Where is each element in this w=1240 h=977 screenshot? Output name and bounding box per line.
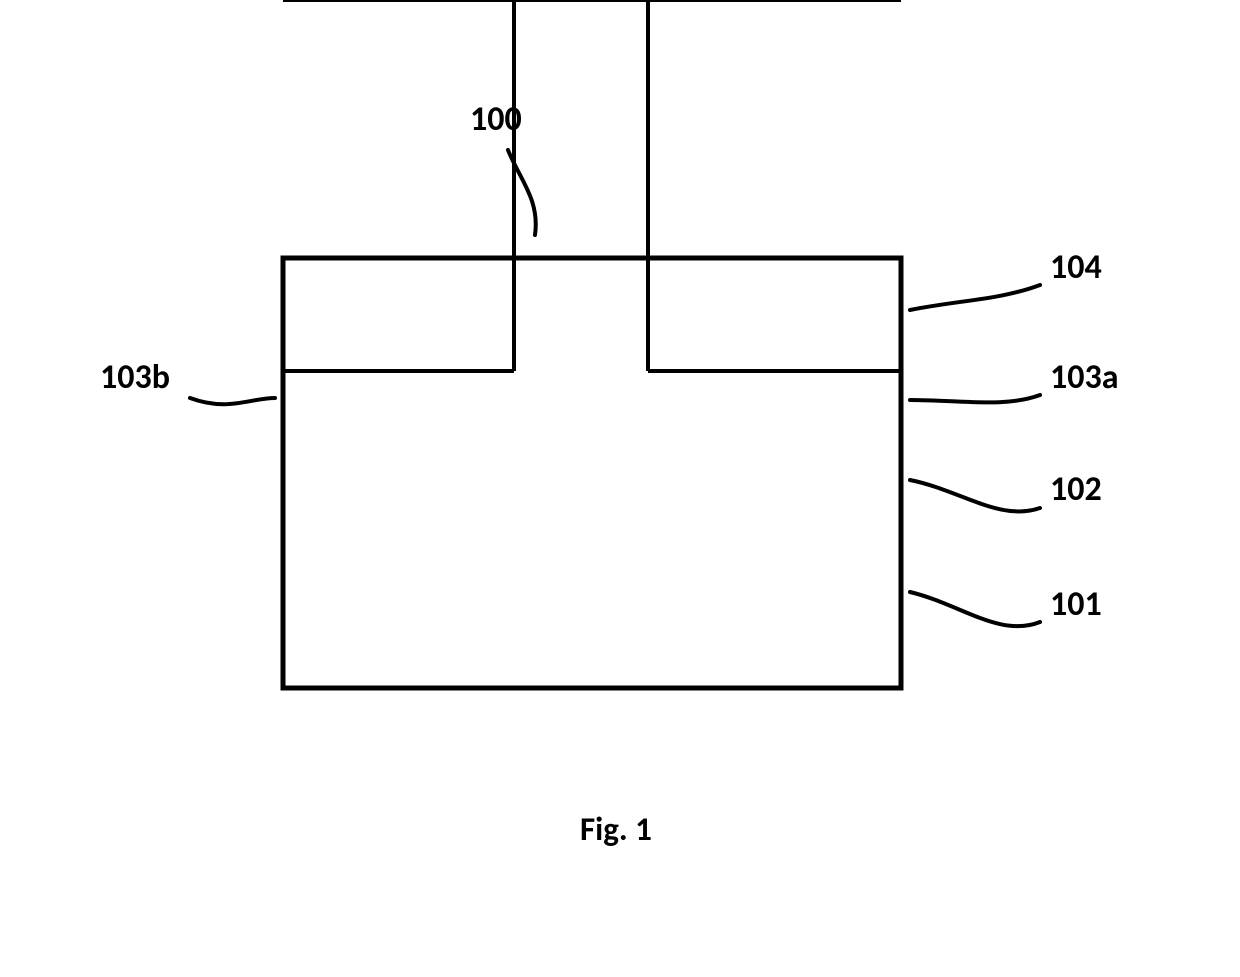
figure-caption: Fig. 1 xyxy=(580,809,652,849)
ref-102-label: 102 xyxy=(1050,469,1102,510)
ref-103a-label: 103a xyxy=(1050,357,1118,398)
ref-104-label: 104 xyxy=(1050,247,1102,288)
ref-100-label: 100 xyxy=(470,99,522,140)
ref-103b-label: 103b xyxy=(100,357,170,398)
ref-101-label: 101 xyxy=(1050,584,1102,625)
